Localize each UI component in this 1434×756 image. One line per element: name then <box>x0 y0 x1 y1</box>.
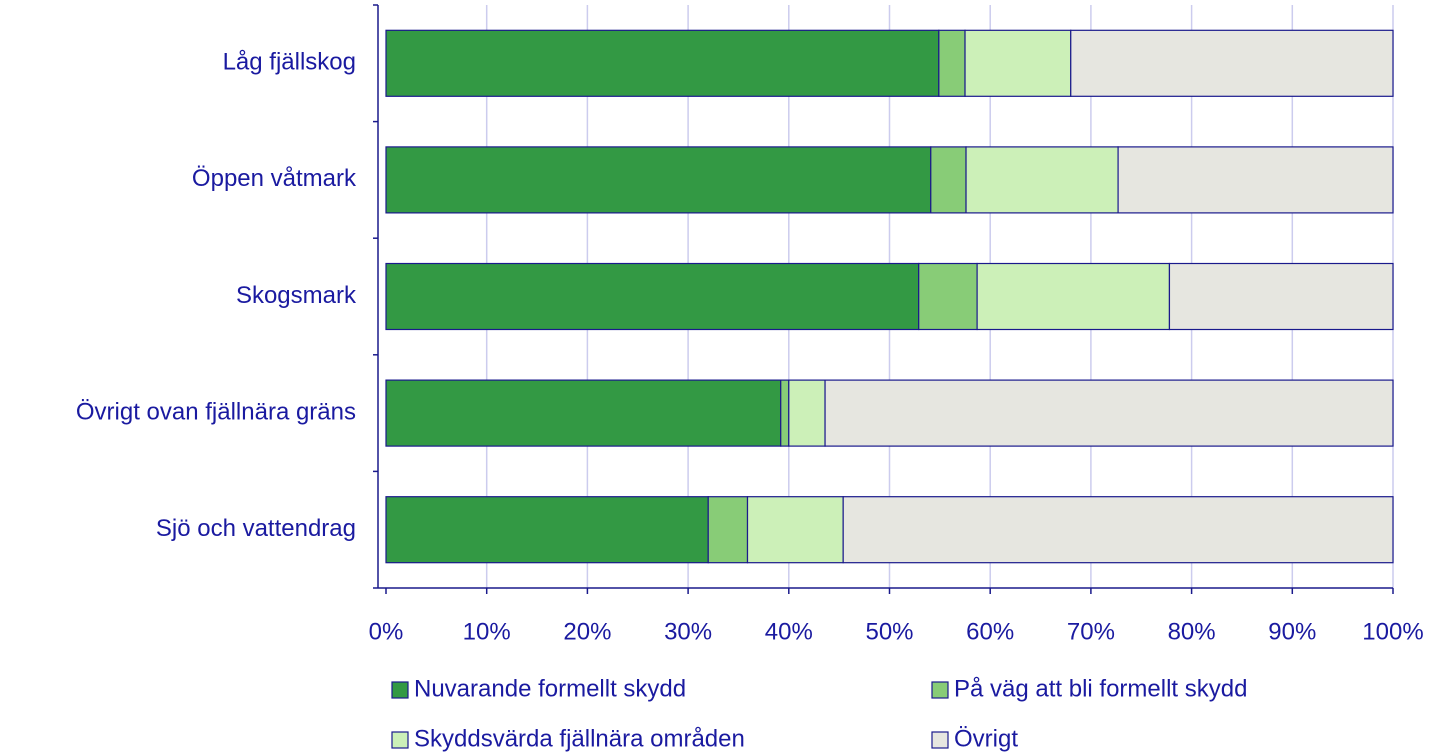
x-tick-label: 90% <box>1268 618 1316 645</box>
bar-segment <box>385 262 920 331</box>
x-tick-label: 40% <box>765 618 813 645</box>
bar-segment <box>842 496 1394 564</box>
x-tick-label: 80% <box>1168 618 1216 645</box>
legend-swatch <box>391 731 409 749</box>
bar-segment <box>385 496 709 564</box>
x-tick-label: 30% <box>664 618 712 645</box>
x-tick-label: 60% <box>966 618 1014 645</box>
y-tick-label: Öppen våtmark <box>192 165 357 192</box>
x-tick-label: 10% <box>463 618 511 645</box>
bar-segment <box>788 379 826 447</box>
x-tick-label: 70% <box>1067 618 1115 645</box>
bar-segment <box>824 379 1394 447</box>
y-tick-label: Sjö och vattendrag <box>156 515 356 542</box>
legend-label: På väg att bli formellt skydd <box>954 675 1247 702</box>
y-tick-label: Övrigt ovan fjällnära gräns <box>76 398 356 425</box>
bar-segment <box>780 379 790 447</box>
bar-segment <box>938 29 966 97</box>
bar-segment <box>385 146 932 214</box>
legend-swatch <box>391 681 409 699</box>
legend-label: Övrigt <box>954 725 1018 752</box>
bar-segment <box>1070 29 1394 97</box>
x-tick-label: 100% <box>1362 618 1423 645</box>
x-tick-label: 50% <box>865 618 913 645</box>
bar-segment <box>385 379 782 447</box>
legend-swatch <box>931 681 949 699</box>
legend-label: Nuvarande formellt skydd <box>414 675 686 702</box>
x-tick-label: 0% <box>369 618 404 645</box>
bar-segment <box>976 262 1171 331</box>
bar-segment <box>1117 146 1394 214</box>
bar-segment <box>930 146 967 214</box>
bar-segment <box>964 29 1072 97</box>
legend-label: Skyddsvärda fjällnära områden <box>414 725 745 752</box>
bar-segment <box>746 496 844 564</box>
y-tick-label: Skogsmark <box>236 282 357 309</box>
legend-swatch <box>931 731 949 749</box>
bar-segment <box>707 496 749 564</box>
x-tick-label: 20% <box>563 618 611 645</box>
bar-segment <box>965 146 1119 214</box>
bar-segment <box>385 29 940 97</box>
bar-segment <box>1168 262 1394 331</box>
bar-segment <box>918 262 978 331</box>
y-tick-label: Låg fjällskog <box>223 49 356 76</box>
